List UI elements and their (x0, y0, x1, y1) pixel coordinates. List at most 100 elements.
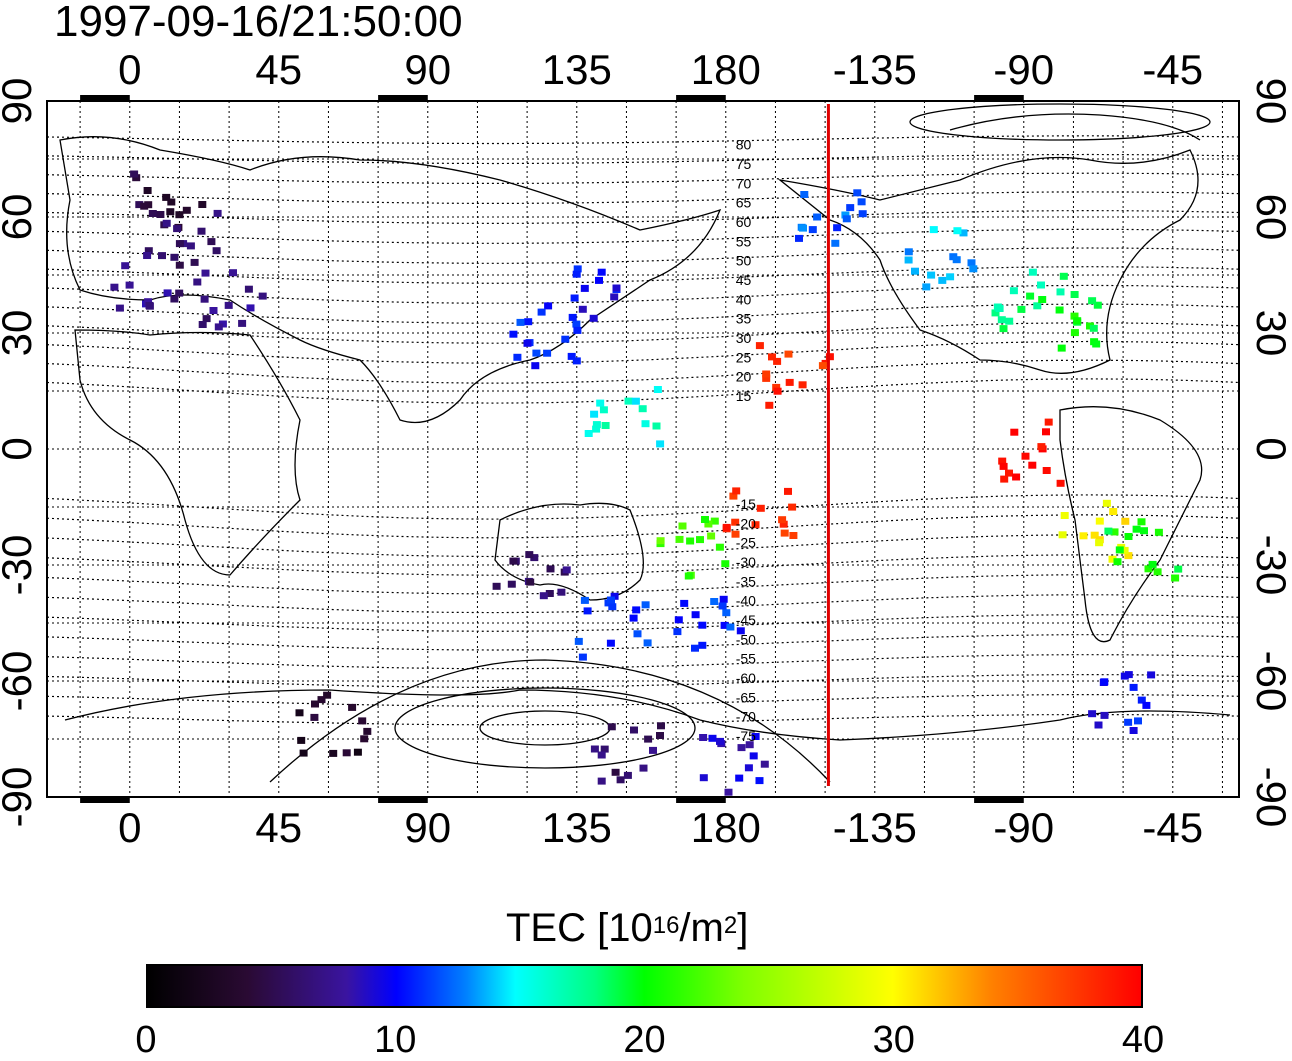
tec-measurement-point (507, 580, 516, 588)
tec-measurement-point (652, 422, 661, 430)
tec-measurement-point (729, 492, 738, 500)
magnetic-latitude-contour (46, 266, 1240, 284)
tec-measurement-point (673, 628, 682, 636)
tec-measurement-point (995, 305, 1004, 312)
tec-measurement-point (1044, 418, 1053, 426)
tec-measurement-point (1033, 302, 1042, 310)
tec-measurement-point (202, 315, 211, 323)
tec-measurement-point (755, 342, 764, 350)
tec-measurement-point (1005, 469, 1013, 477)
tec-measurement-point (904, 256, 913, 264)
tec-measurement-point (721, 560, 730, 568)
tec-measurement-point (1124, 533, 1133, 540)
tec-measurement-point (785, 378, 794, 386)
tec-measurement-point (310, 713, 319, 721)
tec-measurement-point (732, 487, 741, 495)
latitude-tick-label: 90 (0, 78, 40, 125)
tec-measurement-point (578, 305, 587, 313)
tec-measurement-point (597, 777, 606, 785)
latitude-tick-label: 0 (1248, 437, 1292, 460)
tec-measurement-point (198, 321, 207, 328)
tec-measurement-point (595, 276, 603, 284)
magnetic-latitude-contours (46, 135, 1240, 726)
map-frame (46, 100, 1240, 798)
tec-measurement-point (224, 301, 233, 309)
tec-measurement-point (353, 748, 362, 756)
magnetic-latitude-contour (46, 191, 1240, 204)
magnetic-latitude-contour (46, 494, 1240, 520)
magnetic-latitude-label: 75 (736, 156, 752, 172)
lat-lon-grid (47, 100, 1239, 798)
tec-measurement-point (772, 383, 781, 391)
magnetic-latitude-contour (46, 714, 1240, 726)
tec-measurement-point (749, 752, 758, 760)
magnetic-latitude-label: 15 (736, 388, 752, 404)
tec-measurement-point (904, 248, 913, 256)
tec-measurement-point (999, 462, 1008, 470)
tec-measurement-point (121, 262, 130, 270)
tec-measurement-point (1009, 287, 1018, 295)
tec-measurement-point (643, 639, 652, 647)
longitude-tick-label: -45 (1142, 804, 1203, 851)
tec-measurement-point (229, 269, 237, 277)
colorbar-tick-label: 20 (623, 1019, 666, 1061)
magnetic-latitude-contour (46, 694, 1240, 707)
colorbar-tick-label: 40 (1121, 1019, 1165, 1061)
tec-measurement-point (162, 219, 171, 227)
magnetic-latitude-contour (46, 654, 1240, 670)
tec-measurement-point (857, 198, 866, 206)
top-longitude-ticks: 0 45 90 135 180 -135 -90 -45 (118, 46, 1203, 93)
tec-measurement-point (1005, 317, 1014, 325)
magnetic-latitude-label: -15 (736, 496, 756, 512)
magnetic-latitude-contour (46, 614, 1240, 632)
tec-measurement-point (656, 537, 665, 545)
tec-measurement-point (1073, 317, 1082, 325)
magnetic-latitude-contour (46, 247, 1240, 264)
tec-measurement-point (853, 189, 862, 197)
tec-measurement-point (492, 582, 501, 590)
tec-measurement-point (543, 349, 552, 357)
tec-measurement-point (143, 187, 152, 194)
tec-measurement-point (606, 639, 615, 647)
tec-measurement-point (125, 281, 134, 289)
tec-measurement-point (760, 760, 769, 768)
tec-measurement-point (201, 269, 210, 277)
tec-measurement-point (583, 607, 592, 615)
tec-measurement-point (1132, 525, 1141, 533)
magnetic-latitude-contour (46, 673, 1240, 689)
tec-measurement-point (675, 535, 684, 543)
tec-measurement-point (597, 751, 606, 759)
magnetic-latitude-label: -40 (736, 593, 756, 609)
magnetic-pole-contours (269, 103, 1211, 783)
tec-measurement-point (611, 768, 620, 776)
tec-measurement-point (1113, 558, 1122, 566)
tec-measurement-point (969, 265, 978, 273)
tec-measurement-point (731, 518, 740, 526)
latitude-tick-label: 90 (1248, 78, 1292, 125)
longitude-tick-label: 90 (404, 46, 451, 93)
colorbar-tick-label: 0 (135, 1019, 157, 1061)
tec-measurement-point (1120, 672, 1129, 680)
tec-measurement-point (1110, 528, 1119, 536)
tec-measurement-point (1100, 711, 1109, 719)
tec-measurement-point (765, 401, 774, 409)
longitude-tick-label: 45 (255, 804, 302, 851)
tec-measurement-point (616, 776, 625, 784)
tec-measurement-point (523, 339, 532, 347)
tec-measurement-point (592, 421, 601, 429)
tec-measurement-point (715, 543, 724, 551)
tec-measurement-point (1154, 528, 1163, 536)
frame-tick-bottom (974, 797, 1024, 803)
magnetic-latitude-label: -30 (736, 554, 756, 570)
magnetic-latitude-label: -55 (736, 651, 756, 667)
tec-measurement-point (1104, 527, 1113, 535)
tec-measurement-point (639, 764, 648, 772)
tec-measurement-point (656, 440, 665, 448)
magnetic-latitude-label: 40 (736, 291, 752, 307)
tec-measurement-point (546, 565, 555, 573)
tec-measurement-point (329, 749, 338, 757)
tec-measurement-point (148, 210, 157, 217)
tec-measurement-point (590, 745, 599, 753)
latitude-tick-label: -30 (0, 535, 40, 596)
tec-measurement-point (567, 352, 576, 360)
